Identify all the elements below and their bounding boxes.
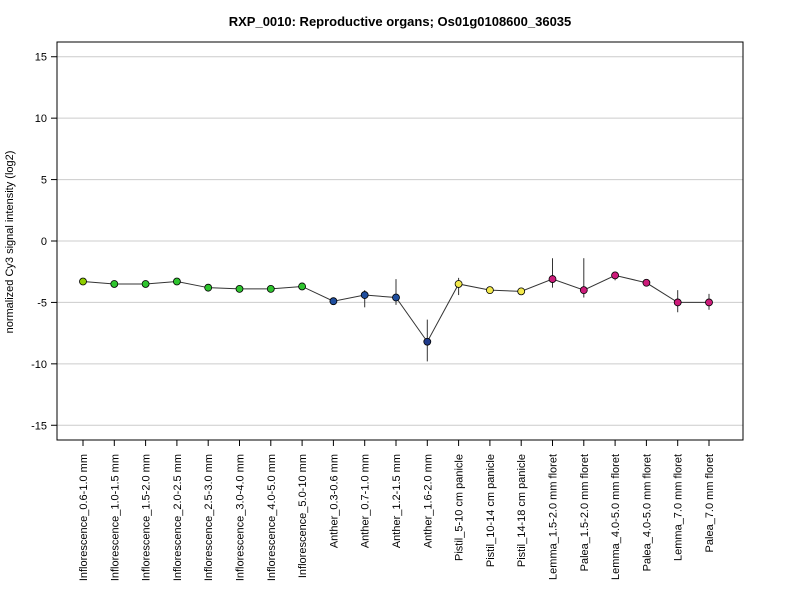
data-point bbox=[548, 275, 557, 283]
data-point bbox=[423, 337, 432, 346]
y-tick-label: -10 bbox=[31, 359, 47, 371]
data-point bbox=[517, 287, 526, 296]
y-tick-label: 10 bbox=[35, 113, 47, 125]
data-point bbox=[204, 283, 213, 292]
data-point bbox=[79, 277, 87, 286]
x-tick-label: Pistil_5-10 cm panicle bbox=[454, 454, 466, 561]
y-tick-label: 15 bbox=[35, 52, 47, 64]
data-point bbox=[485, 286, 494, 295]
x-tick-label: Anther_0.3-0.6 mm bbox=[328, 454, 340, 548]
x-tick-label: Inflorescence_1.0-1.5 mm bbox=[109, 454, 121, 581]
x-tick-label: Palea_1.5-2.0 mm floret bbox=[579, 454, 591, 571]
data-point bbox=[673, 298, 682, 307]
x-tick-label: Inflorescence_4.0-5.0 mm bbox=[266, 454, 278, 581]
x-tick-label: Palea_4.0-5.0 mm floret bbox=[641, 454, 653, 571]
data-point bbox=[579, 286, 588, 295]
data-point bbox=[611, 271, 619, 280]
data-points bbox=[79, 271, 713, 346]
x-tick-label: Inflorescence_2.5-3.0 mm bbox=[203, 454, 215, 581]
data-point bbox=[110, 280, 119, 288]
x-tick-label: Anther_1.6-2.0 mm bbox=[422, 454, 434, 548]
x-axis: Inflorescence_0.6-1.0 mm Inflorescence_1.… bbox=[78, 440, 716, 581]
y-tick-label: 0 bbox=[41, 236, 47, 248]
x-tick-label: Anther_1.2-1.5 mm bbox=[391, 454, 403, 548]
data-point bbox=[235, 285, 244, 293]
data-point bbox=[392, 293, 400, 302]
x-tick-label: Lemma_4.0-5.0 mm floret bbox=[610, 454, 622, 580]
x-tick-label: Pistil_14-18 cm panicle bbox=[516, 454, 528, 567]
y-tick-label: 5 bbox=[41, 175, 47, 187]
x-tick-label: Lemma_1.5-2.0 mm floret bbox=[548, 454, 560, 580]
data-point bbox=[266, 285, 275, 293]
data-point bbox=[454, 280, 463, 288]
grid-lines bbox=[57, 56, 743, 426]
data-point bbox=[642, 278, 651, 287]
x-tick-label: Palea_7.0 mm floret bbox=[704, 454, 716, 552]
data-point bbox=[141, 280, 150, 288]
x-tick-label: Lemma_7.0 mm floret bbox=[673, 454, 685, 561]
y-tick-label: -15 bbox=[31, 420, 47, 432]
data-point bbox=[298, 282, 307, 291]
x-tick-label: Inflorescence_0.6-1.0 mm bbox=[78, 454, 90, 581]
data-point bbox=[705, 298, 713, 307]
x-tick-label: Inflorescence_5.0-10 mm bbox=[297, 454, 309, 578]
chart-title: RXP_0010: Reproductive organs; Os01g0108… bbox=[229, 14, 572, 29]
data-point bbox=[172, 277, 181, 286]
x-tick-label: Inflorescence_2.0-2.5 mm bbox=[172, 454, 184, 581]
x-tick-label: Inflorescence_3.0-4.0 mm bbox=[235, 454, 247, 581]
y-axis-label: normalized Cy3 signal intensity (log2) bbox=[4, 151, 16, 334]
x-tick-label: Inflorescence_1.5-2.0 mm bbox=[141, 454, 153, 581]
data-point bbox=[360, 291, 369, 299]
data-point bbox=[329, 297, 338, 306]
y-tick-label: -5 bbox=[37, 297, 47, 309]
x-tick-label: Pistil_10-14 cm panicle bbox=[485, 454, 497, 567]
x-tick-label: Anther_0.7-1.0 mm bbox=[360, 454, 372, 548]
y-axis: -15 -10 -5 0 5 10 15 bbox=[31, 52, 57, 432]
